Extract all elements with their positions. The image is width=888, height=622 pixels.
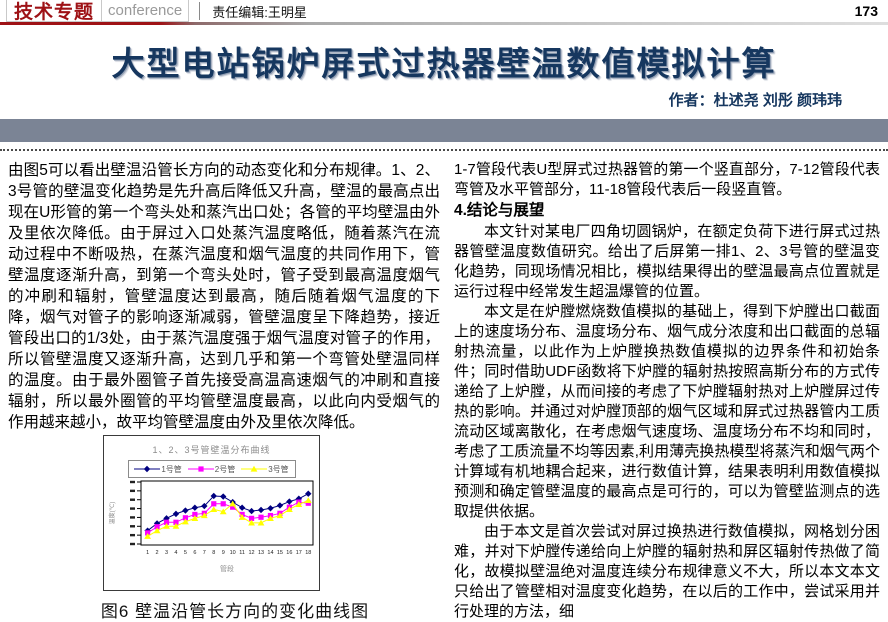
legend-item-1: 1号管 <box>134 464 182 475</box>
legend-label: 3号管 <box>268 464 289 474</box>
svg-text:2: 2 <box>156 550 159 556</box>
svg-text:管段: 管段 <box>220 564 234 573</box>
left-column: 由图5可以看出壁温沿管长方向的动态变化和分布规律。1、2、3号管的壁温变化趋势是… <box>8 160 440 622</box>
legend-label: 2号管 <box>214 464 236 474</box>
svg-text:12: 12 <box>249 550 255 556</box>
page-header: 技术专题 conference 责任编辑:王明星 173 <box>0 0 888 23</box>
article-body: 由图5可以看出壁温沿管长方向的动态变化和分布规律。1、2、3号管的壁温变化趋势是… <box>0 160 888 622</box>
brand-subtitle: conference <box>101 0 188 21</box>
figure6-chart: 1、2、3号管壁温分布曲线 1号管 2号管 3号管 1 2 3 4 5 6 7 8 9 10 11 12 1… <box>103 435 320 591</box>
svg-text:5: 5 <box>184 550 187 556</box>
svg-text:15: 15 <box>277 550 283 556</box>
conclusion-paragraph: 本文针对某电厂四角切圆锅炉，在额定负荷下进行屏式过热器管壁温度数值研究。给出了后… <box>454 223 880 300</box>
svg-text:18: 18 <box>305 550 311 556</box>
svg-text:1: 1 <box>146 550 149 556</box>
author-byline: 作者：杜述尧 刘彤 颜玮玮 <box>668 92 842 109</box>
page-number: 173 <box>854 3 878 19</box>
dotted-rule <box>0 149 888 151</box>
limitations-paragraph: 由于本文是首次尝试对屏过换热进行数值模拟，网格划分困难，并对下炉膛传递给向上炉膛… <box>454 523 880 620</box>
svg-text:6: 6 <box>193 550 196 556</box>
conclusion-heading: 4.结论与展望 <box>454 202 545 219</box>
svg-text:4: 4 <box>174 550 177 556</box>
section-divider-bar <box>0 119 888 142</box>
legend-item-2: 2号管 <box>187 464 236 475</box>
svg-text:14: 14 <box>267 550 273 556</box>
svg-text:8: 8 <box>212 550 215 556</box>
editor-credit: 责任编辑:王明星 <box>212 4 307 20</box>
right-column: 1-7管段代表U型屏式过热器管的第一个竖直部分，7-12管段代表弯管及水平管部分… <box>454 160 880 622</box>
header-rule <box>0 22 888 25</box>
svg-text:17: 17 <box>296 550 302 556</box>
legend-item-3: 3号管 <box>241 464 289 475</box>
chart-title: 1、2、3号管壁温分布曲线 <box>152 445 271 455</box>
legend-label: 1号管 <box>161 464 182 474</box>
brand-box: 技术专题 conference <box>6 0 190 23</box>
left-paragraph: 由图5可以看出壁温沿管长方向的动态变化和分布规律。1、2、3号管的壁温变化趋势是… <box>8 162 440 431</box>
header-divider <box>199 2 201 20</box>
article-title: 大型电站锅炉屏式过热器壁温数值模拟计算 <box>111 45 777 82</box>
right-intro-paragraph: 1-7管段代表U型屏式过热器管的第一个竖直部分，7-12管段代表弯管及水平管部分… <box>454 161 880 198</box>
svg-text:13: 13 <box>258 550 264 556</box>
brand-title: 技术专题 <box>14 2 95 23</box>
svg-text:9: 9 <box>222 550 225 556</box>
svg-text:温度(℃): 温度(℃) <box>108 502 116 525</box>
svg-text:11: 11 <box>239 550 245 556</box>
svg-text:3: 3 <box>165 550 168 556</box>
method-summary-paragraph: 本文是在炉膛燃烧数值模拟的基础上，得到下炉膛出口截面上的速度场分布、温度场分布、… <box>454 303 880 520</box>
figure-caption: 图6 壁温沿管长方向的变化曲线图 <box>100 602 370 621</box>
svg-text:16: 16 <box>286 550 292 556</box>
svg-text:7: 7 <box>203 550 206 556</box>
chart-legend: 1号管 2号管 3号管 <box>127 460 296 478</box>
svg-text:10: 10 <box>230 550 236 556</box>
